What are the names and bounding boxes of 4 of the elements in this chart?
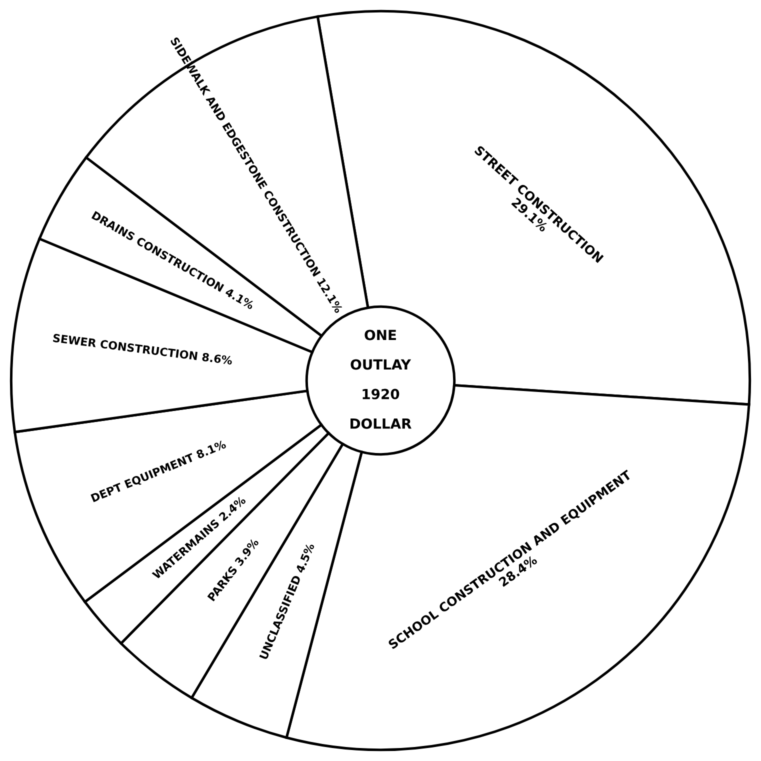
text: OUTLAY — [350, 359, 412, 370]
text: ONE — [364, 330, 396, 340]
text: 1920 — [362, 388, 400, 400]
text: DOLLAR — [350, 418, 412, 429]
